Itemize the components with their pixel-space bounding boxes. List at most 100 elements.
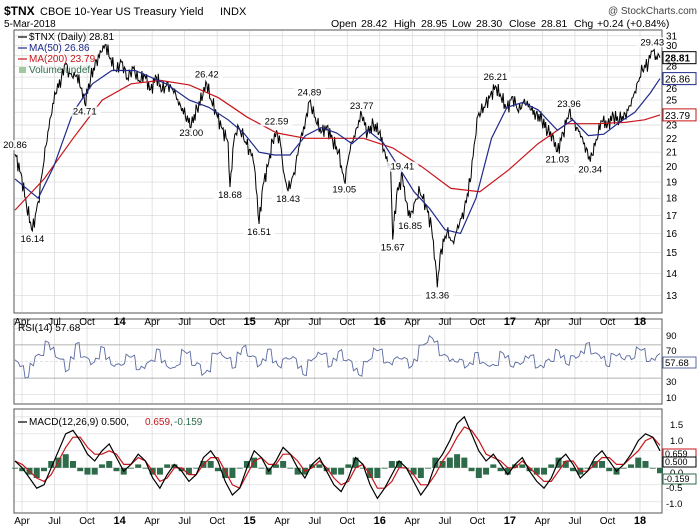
macd-hist-bar xyxy=(606,467,613,472)
y-tick-label: 20 xyxy=(666,162,678,173)
x-tick-label: 16 xyxy=(374,316,386,328)
x-tick-label: 18 xyxy=(634,515,646,527)
price-annotation: 20.34 xyxy=(578,165,602,176)
y-tick-label: 13 xyxy=(666,291,678,302)
price-annotation: 23.00 xyxy=(179,128,203,139)
macd-tick-neg1.0: -1.0 xyxy=(666,499,682,510)
x-tick-label: Jul xyxy=(48,317,61,328)
x-tick-label: 14 xyxy=(113,515,126,527)
instrument-name: CBOE 10-Year US Treasury Yield xyxy=(40,6,203,18)
price-annotation: 24.89 xyxy=(298,87,322,98)
macd-hist-bar xyxy=(62,454,69,468)
macd-hist-bar xyxy=(446,457,453,468)
macd-hist-bar xyxy=(635,457,642,468)
macd-hist-bar xyxy=(156,467,163,475)
macd-hist-bar xyxy=(620,467,627,469)
macd-hist-bar xyxy=(642,461,649,468)
macd-last-macd: 0.500 xyxy=(665,457,688,467)
macd-hist-label: -0.159 xyxy=(174,417,203,428)
y-tick-label: 25 xyxy=(666,96,678,107)
annotation-bg xyxy=(68,106,101,117)
price-annotation: 26.21 xyxy=(483,72,507,83)
right-value-tag xyxy=(662,72,697,86)
x-tick-label: Jul xyxy=(438,516,451,527)
macd-hist-bar xyxy=(381,467,388,469)
x-tick-label: Apr xyxy=(405,516,421,527)
x-tick-label: 14 xyxy=(113,316,126,328)
x-tick-label: 15 xyxy=(244,515,256,527)
y-tick-label: 23 xyxy=(666,120,678,131)
macd-hist-bar xyxy=(214,467,221,472)
macd-hist-bar xyxy=(330,467,337,475)
macd-hist-bar xyxy=(258,467,265,469)
tick-labels: Apr Apr Jul Jul Oct Oct 14 14 Apr Apr Jul Jul Oct Oct… xyxy=(14,31,677,527)
price-annotation: 20.86 xyxy=(3,140,27,151)
y-tick-label: 14 xyxy=(666,269,678,280)
macd-hist-bar xyxy=(555,457,562,468)
y-tick-label: 22 xyxy=(666,134,678,145)
annotation-bg xyxy=(190,69,223,80)
macd-hist-bar xyxy=(135,464,142,468)
low-value: 28.30 xyxy=(476,18,502,30)
macd-hist-bar xyxy=(106,461,113,468)
y-tick-label: 30 xyxy=(666,41,678,52)
macd-hist-bar xyxy=(48,461,55,468)
price-annotation: 22.59 xyxy=(265,116,289,127)
macd-hist-bar xyxy=(512,464,519,468)
macd-legend: MACD(12,26,9) 0.500, 0.659, -0.159 xyxy=(18,417,203,428)
macd-hist-bar xyxy=(33,467,40,478)
macd-last-tags: 0.659 0.500 -0.159 xyxy=(662,448,697,485)
rsi-label: RSI(14) 57.68 xyxy=(18,323,81,334)
y-tick-label: 15 xyxy=(666,248,678,259)
annotation-bg xyxy=(328,184,361,195)
macd-hist-bar xyxy=(287,467,294,469)
annotation-bg xyxy=(574,164,607,175)
macd-hist-bar xyxy=(526,467,533,472)
macd-hist-bar xyxy=(570,467,577,472)
price-annotation: 29.43 xyxy=(640,37,664,48)
price-annotation: 16.85 xyxy=(398,221,422,232)
macd-tick-neg0.5: -0.5 xyxy=(666,483,682,494)
right-value-label: 23.79 xyxy=(665,111,690,122)
x-tick-label: 15 xyxy=(244,316,256,328)
macd-hist-bar xyxy=(388,461,395,468)
macd-hist-bar xyxy=(272,464,279,468)
x-tick-label: Jul xyxy=(178,317,191,328)
x-tick-label: Jul xyxy=(48,516,61,527)
x-tick-label: Jul xyxy=(569,516,582,527)
rsi-series-line xyxy=(14,334,661,379)
macd-hist-bar xyxy=(432,457,439,468)
macd-hist-bar xyxy=(649,467,656,469)
x-tick-label: Jul xyxy=(308,516,321,527)
macd-hist-bar xyxy=(323,467,330,472)
close-value: 28.81 xyxy=(541,18,567,30)
macd-hist-bar xyxy=(425,467,432,469)
x-tick-label: Oct xyxy=(470,516,486,527)
rsi-tick-70: 70 xyxy=(666,346,677,357)
high-label: High xyxy=(394,18,416,30)
annotations: 20.86 16.14 24.71 26.42 23.00 18.68 16.51 22.59… xyxy=(0,37,697,301)
macd-hist-bar xyxy=(541,467,548,475)
macd-hist-bar xyxy=(229,467,236,478)
annotation-bg xyxy=(394,220,427,231)
macd-hist-bar xyxy=(142,467,149,469)
macd-hist-bar xyxy=(178,467,185,472)
open-label: Open xyxy=(331,18,357,30)
ma200-series-line xyxy=(14,79,661,211)
macd-hist-bar xyxy=(439,461,446,468)
macd-hist-bar xyxy=(562,461,569,468)
annotation-bg xyxy=(0,140,31,151)
macd-hist-bar xyxy=(475,467,482,478)
macd-hist-bar xyxy=(316,464,323,468)
y-tick-label: 31 xyxy=(666,31,678,42)
x-tick-label: Jul xyxy=(569,317,582,328)
right-value-tag xyxy=(662,51,697,65)
x-tick-label: Oct xyxy=(470,317,486,328)
macd-hist-bar xyxy=(519,464,526,468)
chart-date: 5-Mar-2018 xyxy=(4,19,56,30)
macd-hist-bar xyxy=(164,464,171,468)
x-tick-label: Oct xyxy=(600,317,616,328)
annotation-bg xyxy=(214,190,246,201)
macd-hist-bar xyxy=(490,464,497,468)
price-annotation: 19.05 xyxy=(332,184,356,195)
